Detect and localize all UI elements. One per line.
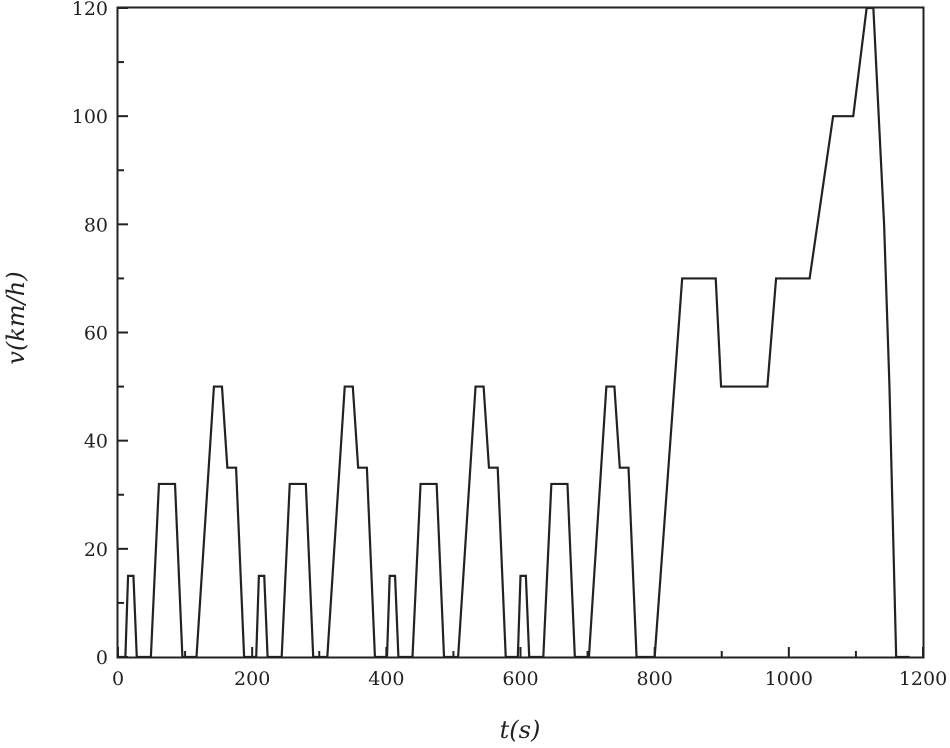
y-tick-label: 80 [84, 214, 108, 236]
y-tick-labels: 0 20 40 60 80 100 120 [72, 0, 108, 669]
x-axis-label: t(s) [500, 716, 541, 743]
x-tick-label: 400 [368, 668, 404, 690]
ticks [117, 7, 924, 658]
y-tick-label: 120 [72, 0, 108, 20]
x-tick-label: 600 [502, 668, 538, 690]
x-tick-label: 1000 [765, 668, 813, 690]
y-tick-label: 20 [84, 539, 108, 561]
speed-series-line [118, 6, 910, 659]
y-tick-label: 0 [96, 647, 108, 669]
x-tick-labels: 0 200 400 600 800 1000 1200 [112, 668, 947, 690]
x-tick-label: 1200 [899, 668, 947, 690]
x-tick-label: 800 [637, 668, 673, 690]
plot-frame [116, 6, 925, 659]
x-tick-label: 0 [112, 668, 124, 690]
y-axis-label: v(km/h) [2, 271, 30, 364]
x-tick-label: 200 [234, 668, 270, 690]
y-tick-label: 40 [84, 431, 108, 453]
y-tick-label: 100 [72, 106, 108, 128]
y-tick-label: 60 [84, 323, 108, 345]
